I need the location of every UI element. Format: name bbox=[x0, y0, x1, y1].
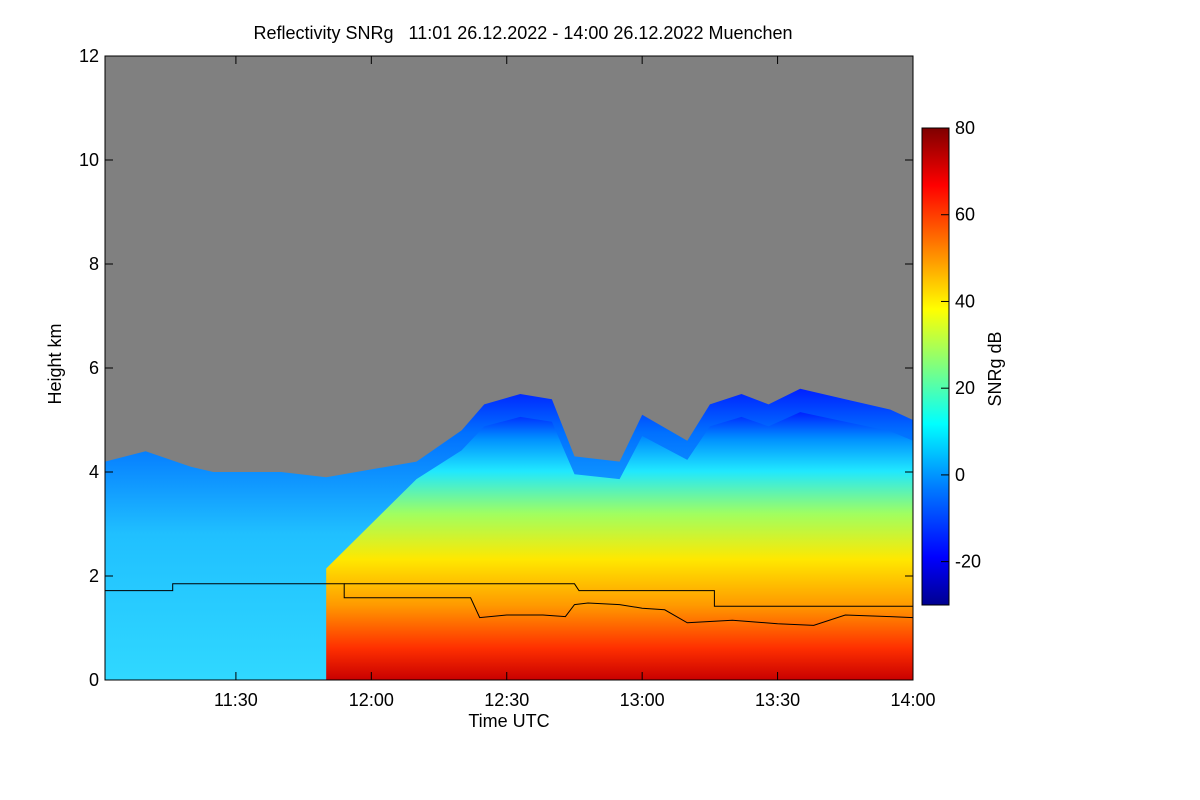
y-axis-label: Height km bbox=[45, 323, 65, 404]
y-tick-label: 4 bbox=[89, 462, 99, 482]
colorbar-tick-label: 0 bbox=[955, 465, 965, 485]
line-series-layer bbox=[105, 583, 913, 626]
line-series-1 bbox=[105, 583, 913, 626]
plot-area bbox=[105, 56, 913, 680]
x-tick-label: 11:30 bbox=[214, 690, 258, 710]
y-tick-label: 2 bbox=[89, 566, 99, 586]
colorbar-axis: -20 0 20 40 60 80 bbox=[941, 118, 981, 572]
y-tick-label: 10 bbox=[79, 150, 99, 170]
line-series-2 bbox=[344, 583, 913, 607]
y-axis: 0 2 4 6 8 10 12 bbox=[79, 46, 913, 690]
colorbar-tick-label: -20 bbox=[955, 552, 981, 572]
x-tick-label: 12:30 bbox=[484, 690, 529, 710]
y-tick-label: 8 bbox=[89, 254, 99, 274]
colorbar bbox=[921, 127, 950, 606]
colorbar-tick-label: 20 bbox=[955, 378, 975, 398]
x-tick-label: 12:00 bbox=[349, 690, 394, 710]
y-tick-label: 12 bbox=[79, 46, 99, 66]
x-axis-label: Time UTC bbox=[468, 711, 549, 731]
colorbar-label: SNRg dB bbox=[985, 331, 1005, 406]
y-tick-label: 6 bbox=[89, 358, 99, 378]
x-axis: 11:30 12:00 12:30 13:00 13:30 14:00 bbox=[214, 56, 936, 710]
colorbar-tick-label: 60 bbox=[955, 205, 975, 225]
colorbar-tick-label: 40 bbox=[955, 291, 975, 311]
x-tick-label: 13:00 bbox=[620, 690, 665, 710]
x-tick-label: 13:30 bbox=[755, 690, 800, 710]
y-tick-label: 0 bbox=[89, 670, 99, 690]
x-tick-label: 14:00 bbox=[890, 690, 935, 710]
colorbar-tick-label: 80 bbox=[955, 118, 975, 138]
strong-echo-region bbox=[326, 412, 913, 680]
chart-title: Reflectivity SNRg 11:01 26.12.2022 - 14:… bbox=[253, 23, 792, 43]
